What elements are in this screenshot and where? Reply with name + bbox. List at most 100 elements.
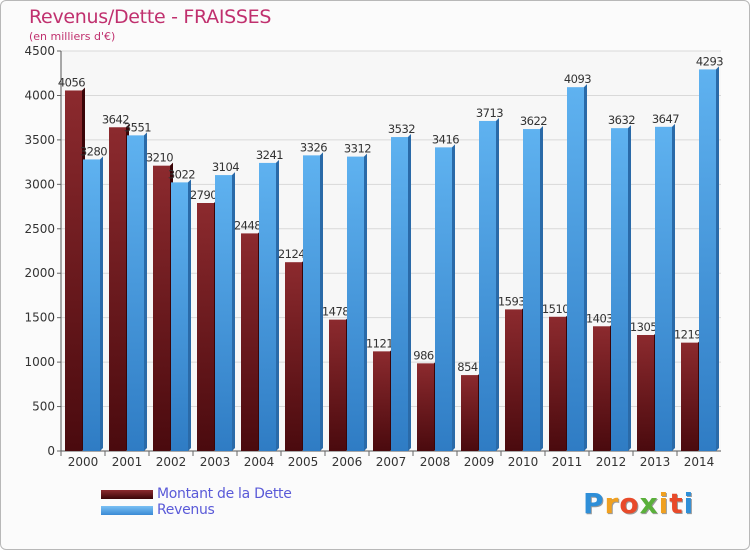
- bar-side: [672, 123, 675, 452]
- bar-side: [188, 179, 191, 451]
- x-tick-label: 2001: [112, 455, 143, 469]
- data-label: 3622: [520, 114, 547, 128]
- bar-dette: [637, 335, 654, 451]
- data-label: 3280: [80, 144, 107, 158]
- bar-revenus: [215, 175, 232, 452]
- logo-letter: r: [604, 487, 620, 520]
- data-label: 3326: [300, 140, 327, 154]
- bar-dette: [285, 262, 302, 451]
- data-label: 3022: [168, 167, 195, 181]
- bar-revenus: [699, 69, 716, 452]
- bar-side: [452, 144, 455, 451]
- bar-dette: [461, 375, 478, 451]
- legend-swatch-revenus: [101, 506, 153, 515]
- legend: Montant de la Dette Revenus: [101, 486, 361, 519]
- bar-dette: [65, 90, 82, 451]
- bar-dette: [549, 316, 566, 451]
- data-label: 1121: [366, 336, 393, 350]
- data-label: 3532: [388, 122, 415, 136]
- logo-letter: i: [658, 487, 670, 520]
- x-tick-label: 2013: [640, 455, 671, 469]
- x-tick-label: 2004: [244, 455, 275, 469]
- y-tick-label: 2500: [24, 222, 55, 236]
- data-label: 3713: [476, 106, 503, 120]
- data-label: 2448: [234, 218, 261, 232]
- x-tick-label: 2005: [288, 455, 319, 469]
- bar-revenus: [259, 162, 276, 451]
- bar-side: [276, 159, 279, 451]
- bar-revenus: [435, 147, 452, 451]
- x-tick-label: 2010: [508, 455, 539, 469]
- bar-revenus: [171, 182, 188, 451]
- x-tick-label: 2011: [552, 455, 583, 469]
- x-tick-label: 2014: [684, 455, 715, 469]
- data-label: 3210: [146, 151, 173, 165]
- data-label: 4056: [58, 75, 85, 89]
- data-label: 3551: [124, 120, 151, 134]
- data-label: 1219: [674, 328, 701, 342]
- proxiti-logo: Proxiti: [583, 487, 694, 520]
- bar-dette: [241, 233, 258, 451]
- y-tick-label: 4000: [24, 88, 55, 102]
- data-label: 854: [457, 360, 478, 374]
- y-tick-label: 3000: [24, 177, 55, 191]
- chart-title: Revenus/Dette - FRAISSES: [29, 6, 272, 28]
- bar-side: [496, 117, 499, 451]
- bar-revenus: [347, 156, 364, 451]
- bar-side: [232, 172, 235, 452]
- legend-item-dette[interactable]: Montant de la Dette: [101, 486, 361, 503]
- bar-dette: [197, 203, 214, 451]
- logo-letter: o: [619, 487, 640, 520]
- x-tick-label: 2003: [200, 455, 231, 469]
- data-label: 3312: [344, 142, 371, 156]
- bar-side: [144, 132, 147, 451]
- data-label: 1403: [586, 311, 613, 325]
- bar-side: [628, 125, 631, 452]
- data-label: 3104: [212, 160, 239, 174]
- y-tick-label: 2000: [24, 266, 55, 280]
- bar-side: [100, 156, 103, 451]
- legend-label-revenus: Revenus: [157, 502, 215, 518]
- x-tick-label: 2012: [596, 455, 627, 469]
- bar-side: [716, 66, 719, 452]
- bar-side: [540, 126, 543, 452]
- bar-side: [408, 134, 411, 452]
- data-label: 3241: [256, 148, 283, 162]
- data-label: 986: [413, 348, 434, 362]
- logo-letter: t: [669, 487, 684, 520]
- y-tick-label: 1000: [24, 355, 55, 369]
- y-tick-label: 1500: [24, 311, 55, 325]
- data-label: 1593: [498, 294, 525, 308]
- bar-revenus: [303, 155, 320, 451]
- bar-dette: [153, 165, 170, 451]
- bar-dette: [329, 319, 346, 451]
- data-label: 1510: [542, 302, 569, 316]
- data-label: 3647: [652, 112, 679, 126]
- bar-revenus: [83, 159, 100, 451]
- bar-dette: [373, 351, 390, 451]
- bar-revenus: [391, 137, 408, 452]
- bar-dette: [593, 326, 610, 451]
- legend-swatch-dette: [101, 490, 153, 499]
- bar-side: [584, 84, 587, 451]
- data-label: 3642: [102, 112, 129, 126]
- legend-item-revenus[interactable]: Revenus: [101, 502, 361, 519]
- bar-revenus: [523, 129, 540, 452]
- x-tick-label: 2009: [464, 455, 495, 469]
- bar-dette: [681, 342, 698, 451]
- bar-revenus: [479, 120, 496, 451]
- bar-revenus: [655, 126, 672, 452]
- y-tick-label: 4500: [24, 44, 55, 58]
- logo-letter: i: [683, 487, 695, 520]
- bar-revenus: [567, 87, 584, 451]
- y-tick-label: 3500: [24, 133, 55, 147]
- y-tick-label: 0: [47, 444, 55, 458]
- x-tick-label: 2006: [332, 455, 363, 469]
- data-label: 2790: [190, 188, 217, 202]
- x-tick-label: 2007: [376, 455, 407, 469]
- bar-dette: [109, 127, 126, 452]
- x-tick-label: 2002: [156, 455, 187, 469]
- legend-label-dette: Montant de la Dette: [157, 486, 292, 502]
